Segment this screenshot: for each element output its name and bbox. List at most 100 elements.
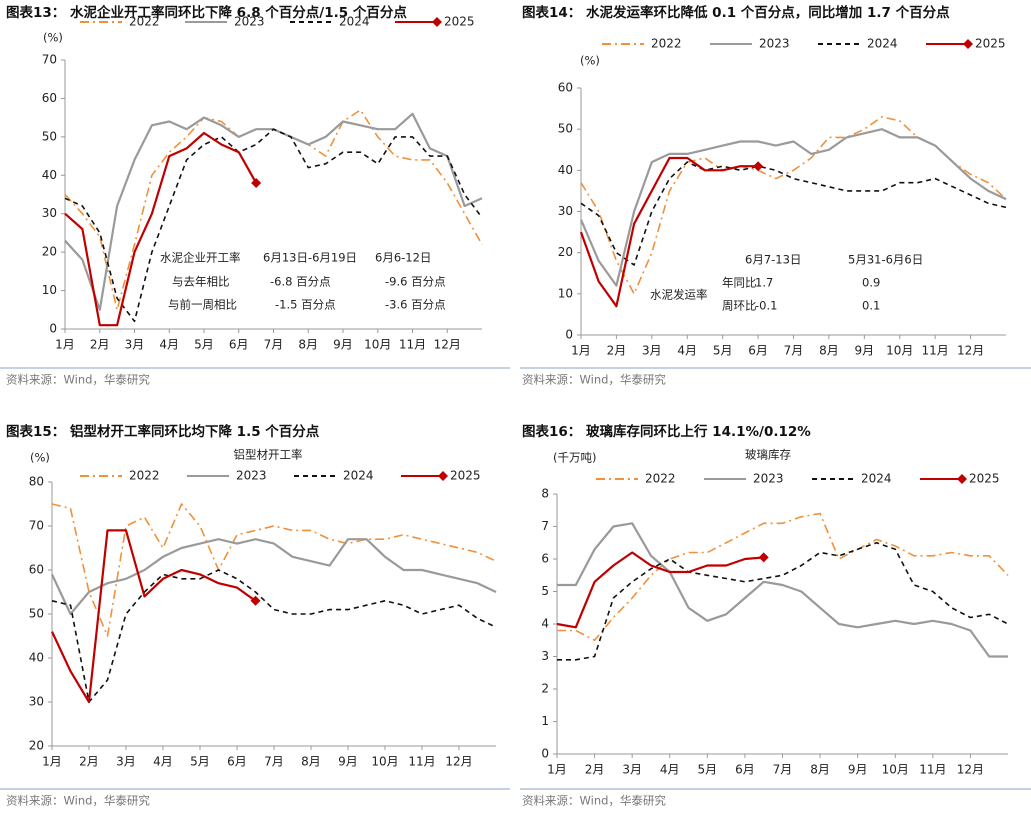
x-tick-label: 10月 <box>364 338 391 352</box>
series-line <box>579 156 759 308</box>
series-line <box>556 551 764 629</box>
source-note: 资料来源：Wind，华泰研究 <box>522 794 666 808</box>
y-tick-label: 7 <box>541 519 549 533</box>
source-note: 资料来源：Wind，华泰研究 <box>522 373 666 387</box>
x-tick-label: 7月 <box>773 763 793 777</box>
x-tick-label: 12月 <box>445 755 472 769</box>
legend-marker <box>963 39 973 49</box>
x-tick-label: 11月 <box>408 755 435 769</box>
x-tick-label: 2月 <box>585 763 605 777</box>
x-tick-label: 3月 <box>125 338 145 352</box>
series-line <box>580 161 1007 266</box>
x-tick-label: 3月 <box>116 755 136 769</box>
chart-title: 图表15： 铝型材开工率同环比均下降 1.5 个百分点 <box>6 423 320 440</box>
x-tick-label: 7月 <box>264 755 284 769</box>
x-tick-label: 10月 <box>371 755 398 769</box>
y-axis-label: (%) <box>30 451 50 465</box>
x-tick-label: 3月 <box>622 763 642 777</box>
x-tick-label: 1月 <box>571 344 591 358</box>
legend-label: 2022 <box>651 37 682 51</box>
annotation: 6月6-12日 <box>375 251 431 265</box>
legend-label: 2023 <box>759 37 790 51</box>
y-axis-label: (千万吨) <box>553 451 596 465</box>
x-tick-label: 6月 <box>735 763 755 777</box>
legend-label: 2024 <box>343 469 374 483</box>
legend-marker <box>957 474 967 484</box>
y-axis-label: (%) <box>580 54 600 68</box>
series-line <box>51 503 497 637</box>
legend-label: 2025 <box>450 469 481 483</box>
x-tick-label: 2月 <box>90 338 110 352</box>
y-tick-label: 3 <box>541 649 549 663</box>
x-tick-label: 12月 <box>957 763 984 777</box>
y-tick-label: 20 <box>29 739 44 753</box>
y-tick-label: 0 <box>565 328 573 342</box>
x-tick-label: 12月 <box>434 338 461 352</box>
annotation: 1.7 <box>755 276 773 290</box>
annotation: -9.6 百分点 <box>385 275 446 289</box>
annotation: 周环比 <box>722 299 757 313</box>
y-tick-label: 5 <box>541 584 549 598</box>
x-tick-label: 10月 <box>886 344 913 358</box>
x-tick-label: 6月 <box>229 338 249 352</box>
x-tick-label: 8月 <box>810 763 830 777</box>
end-marker <box>758 552 769 563</box>
x-tick-label: 8月 <box>819 344 839 358</box>
chart-subtitle: 铝型材开工率 <box>234 448 303 462</box>
y-tick-label: 10 <box>558 286 573 300</box>
x-tick-label: 11月 <box>919 763 946 777</box>
series-line <box>51 529 257 704</box>
x-tick-label: 9月 <box>848 763 868 777</box>
annotation: 与去年相比 <box>172 275 230 289</box>
annotation: 6月13日-6月19日 <box>263 251 357 265</box>
x-tick-label: 4月 <box>153 755 173 769</box>
x-tick-label: 7月 <box>264 338 284 352</box>
y-tick-label: 30 <box>42 206 57 220</box>
end-marker <box>753 161 764 172</box>
annotation: 与前一周相比 <box>168 298 237 312</box>
x-tick-label: 5月 <box>194 338 214 352</box>
x-tick-label: 4月 <box>660 763 680 777</box>
series-line <box>64 128 483 323</box>
series-line <box>51 569 497 703</box>
chart-title: 图表13： 水泥企业开工率同环比下降 6.8 个百分点/1.5 个百分点 <box>6 4 407 21</box>
annotation: -3.6 百分点 <box>385 298 446 312</box>
y-tick-label: 50 <box>558 122 573 136</box>
x-tick-label: 2月 <box>607 344 627 358</box>
legend-label: 2023 <box>753 472 784 486</box>
x-tick-label: 1月 <box>547 763 567 777</box>
y-tick-label: 20 <box>42 245 57 259</box>
y-tick-label: 0 <box>541 747 549 761</box>
source-note: 资料来源：Wind，华泰研究 <box>6 373 150 387</box>
y-tick-label: 60 <box>29 563 44 577</box>
legend-label: 2025 <box>969 472 1000 486</box>
series-line <box>51 538 497 616</box>
annotation: 6月7-13日 <box>745 253 801 267</box>
x-tick-label: 9月 <box>333 338 353 352</box>
x-tick-label: 10月 <box>882 763 909 777</box>
x-tick-label: 8月 <box>298 338 318 352</box>
chart-title: 图表14： 水泥发运率环比降低 0.1 个百分点，同比增加 1.7 个百分点 <box>522 4 950 21</box>
y-tick-label: 30 <box>29 695 44 709</box>
annotation: 水泥发运率 <box>650 288 708 302</box>
y-tick-label: 70 <box>42 53 57 67</box>
x-tick-label: 12月 <box>957 344 984 358</box>
chart-title: 图表16： 玻璃库存同环比上行 14.1%/0.12% <box>522 423 811 440</box>
legend-label: 2023 <box>236 469 267 483</box>
legend-label: 2024 <box>339 15 370 29</box>
annotation: -1.5 百分点 <box>275 298 336 312</box>
series-line <box>557 512 1009 642</box>
y-tick-label: 1 <box>541 714 549 728</box>
source-note: 资料来源：Wind，华泰研究 <box>6 794 150 808</box>
y-tick-label: 2 <box>541 682 549 696</box>
end-marker <box>251 177 262 188</box>
legend-marker <box>432 17 442 27</box>
annotation: 年同比 <box>722 276 757 290</box>
x-tick-label: 6月 <box>748 344 768 358</box>
x-tick-label: 1月 <box>55 338 75 352</box>
y-tick-label: 40 <box>42 168 57 182</box>
y-tick-label: 70 <box>29 519 44 533</box>
x-tick-label: 7月 <box>784 344 804 358</box>
